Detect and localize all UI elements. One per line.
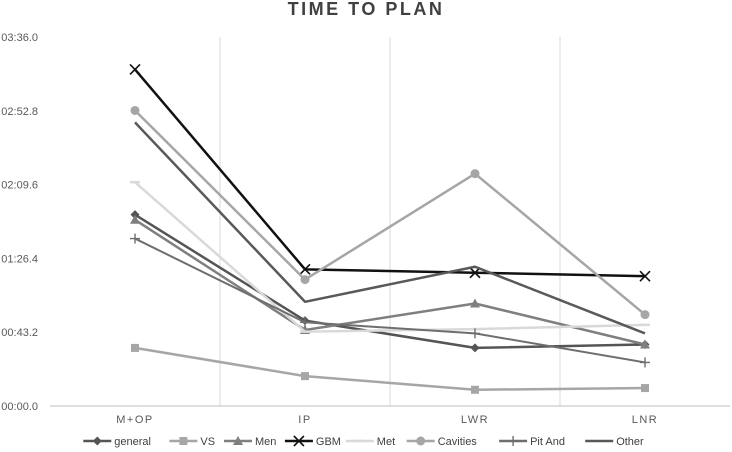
chart-title: TIME TO PLAN	[287, 0, 445, 19]
series-line-men	[134, 218, 646, 346]
x-tick-label: IP	[298, 414, 311, 426]
data-point-cavities	[470, 169, 480, 179]
series-line-general	[134, 213, 646, 350]
legend-item-met: Met	[345, 436, 395, 448]
data-point-vs	[301, 372, 309, 381]
legend-item-other: Other	[585, 436, 644, 448]
series-line-pit-and	[134, 237, 646, 364]
y-tick-label: 02:52.8	[1, 106, 38, 118]
data-point-gbm	[639, 270, 651, 282]
data-point-vs	[131, 343, 139, 352]
data-point-pit-and	[130, 233, 140, 244]
series-line-vs	[134, 346, 646, 392]
data-point-cavities	[640, 310, 650, 320]
x-tick-label: M+OP	[116, 414, 153, 426]
data-point-pit-and	[640, 357, 650, 368]
series-line-other	[134, 121, 646, 335]
data-point-gbm	[129, 63, 141, 76]
data-point-cavities	[300, 275, 310, 285]
data-point-gbm	[299, 263, 311, 275]
legend-label: VS	[200, 436, 215, 448]
legend-label: Pit And	[530, 436, 565, 448]
legend-item-men: Men	[224, 436, 276, 448]
data-point-vs	[471, 385, 479, 394]
legend-label: Other	[616, 436, 644, 448]
y-tick-label: 03:36.0	[1, 32, 38, 44]
y-tick-label: 01:26.4	[1, 253, 38, 265]
y-tick-label: 00:43.2	[1, 327, 38, 339]
data-point-cavities	[130, 105, 140, 115]
data-point-men	[640, 339, 650, 349]
x-tick-label: LWR	[461, 414, 489, 426]
data-point-general	[470, 343, 480, 353]
data-point-pit-and	[300, 317, 310, 328]
legend-label: GBM	[316, 436, 341, 448]
legend-item-gbm: GBM	[284, 435, 341, 448]
y-tick-label: 00:00.0	[1, 401, 38, 413]
legend-label: general	[114, 436, 151, 448]
data-point-pit-and	[470, 328, 480, 339]
legend-item-vs: VS	[169, 436, 215, 448]
legend-item-cavities: Cavities	[406, 436, 478, 448]
legend-item-general: general	[83, 436, 151, 448]
legend-label: Cavities	[438, 436, 478, 448]
data-point-men	[470, 298, 480, 308]
legend-label: Men	[255, 436, 276, 448]
legend-item-pit-and: Pit And	[499, 436, 565, 448]
data-point-men	[130, 214, 140, 224]
series-line-cavities	[134, 109, 646, 316]
legend-label: Met	[377, 436, 395, 448]
series-line-gbm	[134, 68, 646, 278]
data-point-vs	[641, 384, 649, 393]
y-tick-label: 02:09.6	[1, 180, 38, 192]
data-point-general	[130, 210, 140, 220]
x-tick-label: LNR	[632, 414, 659, 426]
series-line-met	[134, 181, 646, 333]
